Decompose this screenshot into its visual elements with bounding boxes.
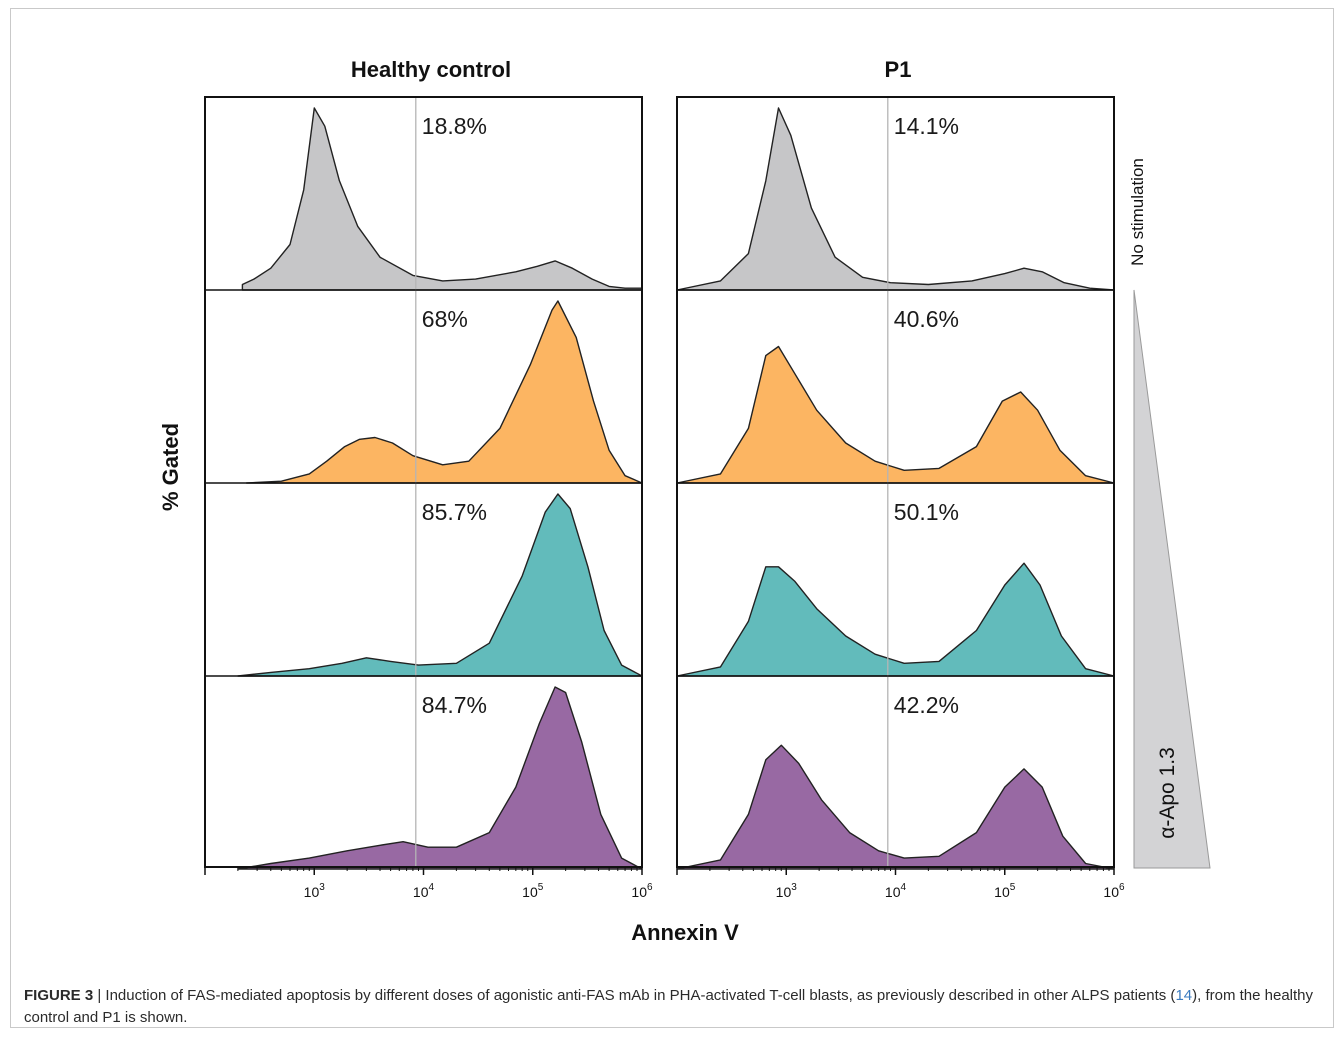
caption-reference-link[interactable]: 14 [1175,987,1193,1004]
percent-label-healthy-control-row-2: 68% [422,306,468,332]
percent-label-healthy-control-row-1: 18.8% [422,113,487,139]
histogram-p1-row-4 [676,744,1115,870]
figure-3-chart: 18.8% 68% 85.7% 84.7% 103 104 105 106 14.1% 40.6%… [158,57,1211,945]
histogram-healthy-control-row-1 [241,107,643,291]
caption-separator: | [93,987,106,1004]
figure-caption: FIGURE 3 | Induction of FAS-mediated apo… [24,985,1320,1029]
dose-label: α-Apo 1.3 [1156,747,1179,839]
x-tick-label-p1-4: 106 [1103,882,1125,900]
percent-label-p1-row-2: 40.6% [894,306,959,332]
x-tick-label-healthy-control-3: 105 [522,882,544,900]
x-tick-label-healthy-control-1: 103 [304,882,326,900]
percent-label-p1-row-1: 14.1% [894,113,959,139]
x-tick-label-healthy-control-4: 106 [631,882,653,900]
column-title-p1: P1 [885,57,912,82]
no-stimulation-label: No stimulation [1128,158,1147,266]
caption-text-2: ), from the healthy control and P1 is sh… [24,987,1314,1026]
x-tick-label-healthy-control-2: 104 [413,882,435,900]
histogram-healthy-control-row-2 [245,300,643,484]
dose-triangle [1133,289,1211,869]
histogram-p1-row-2 [676,345,1115,484]
x-tick-label-p1-1: 103 [776,882,798,900]
x-tick-label-p1-3: 105 [994,882,1016,900]
histogram-healthy-control-row-3 [237,493,643,677]
x-tick-label-p1-2: 104 [885,882,907,900]
histogram-p1-row-1 [676,107,1115,291]
histogram-p1-row-3 [676,562,1115,677]
x-axis-label: Annexin V [631,920,739,945]
caption-text-1: Induction of FAS-mediated apoptosis by d… [105,987,1176,1004]
percent-label-healthy-control-row-4: 84.7% [422,692,487,718]
caption-label: FIGURE 3 [24,987,94,1004]
column-title-healthy-control: Healthy control [351,57,511,82]
percent-label-p1-row-3: 50.1% [894,499,959,525]
percent-label-healthy-control-row-3: 85.7% [422,499,487,525]
percent-label-p1-row-4: 42.2% [894,692,959,718]
y-axis-label: % Gated [158,423,183,511]
figure-frame [10,8,1334,1028]
histogram-healthy-control-row-4 [237,686,643,870]
